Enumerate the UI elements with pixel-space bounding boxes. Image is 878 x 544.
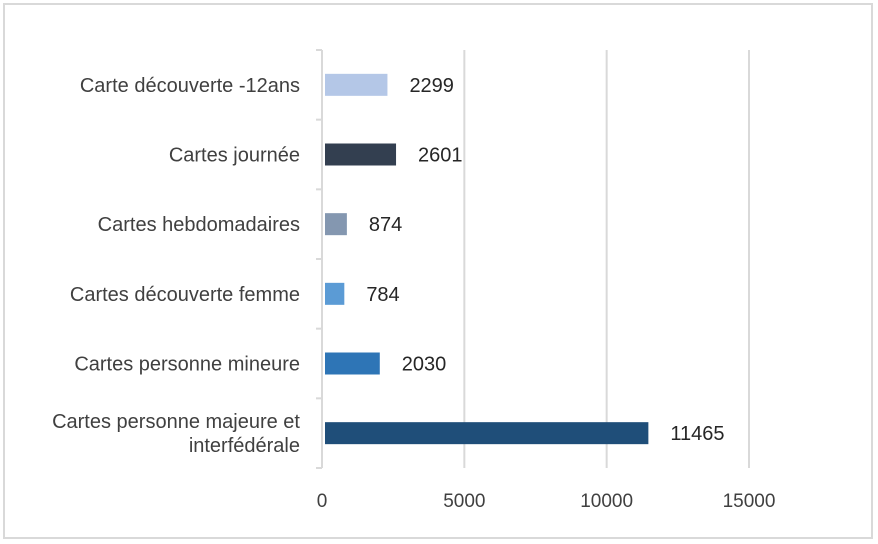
category-label: Carte découverte -12ans (80, 75, 300, 97)
bar (325, 143, 397, 166)
chart-frame (3, 3, 873, 539)
category-label-line: interfédérale (189, 435, 300, 457)
category-label-line: Cartes journée (169, 145, 300, 167)
bar (325, 422, 649, 445)
category-label-line: Cartes hebdomadaires (98, 214, 300, 236)
data-label: 2299 (409, 75, 454, 97)
category-label-line: Carte découverte -12ans (80, 75, 300, 97)
x-tick-label: 0 (317, 491, 328, 512)
bar (325, 213, 347, 236)
category-label: Cartes personne majeure et interfédérale (52, 411, 300, 457)
data-label: 2030 (402, 354, 447, 376)
x-tick-label: 10000 (580, 491, 633, 512)
bar (325, 282, 345, 305)
data-label: 874 (369, 214, 402, 236)
bar (325, 352, 380, 375)
x-tick-label: 15000 (723, 491, 776, 512)
category-label: Cartes personne mineure (74, 354, 300, 376)
data-label: 2601 (418, 145, 463, 167)
bar (325, 73, 388, 96)
category-label: Cartes journée (169, 145, 300, 167)
category-label: Cartes découverte femme (70, 284, 300, 306)
data-label: 784 (366, 284, 399, 306)
data-label: 11465 (670, 423, 724, 445)
category-label: Cartes hebdomadaires (98, 214, 300, 236)
category-label-line: Cartes personne mineure (74, 354, 300, 376)
category-label-line: Cartes découverte femme (70, 284, 300, 306)
x-tick-label: 5000 (443, 491, 485, 512)
category-label-line: Cartes personne majeure et (52, 411, 300, 433)
